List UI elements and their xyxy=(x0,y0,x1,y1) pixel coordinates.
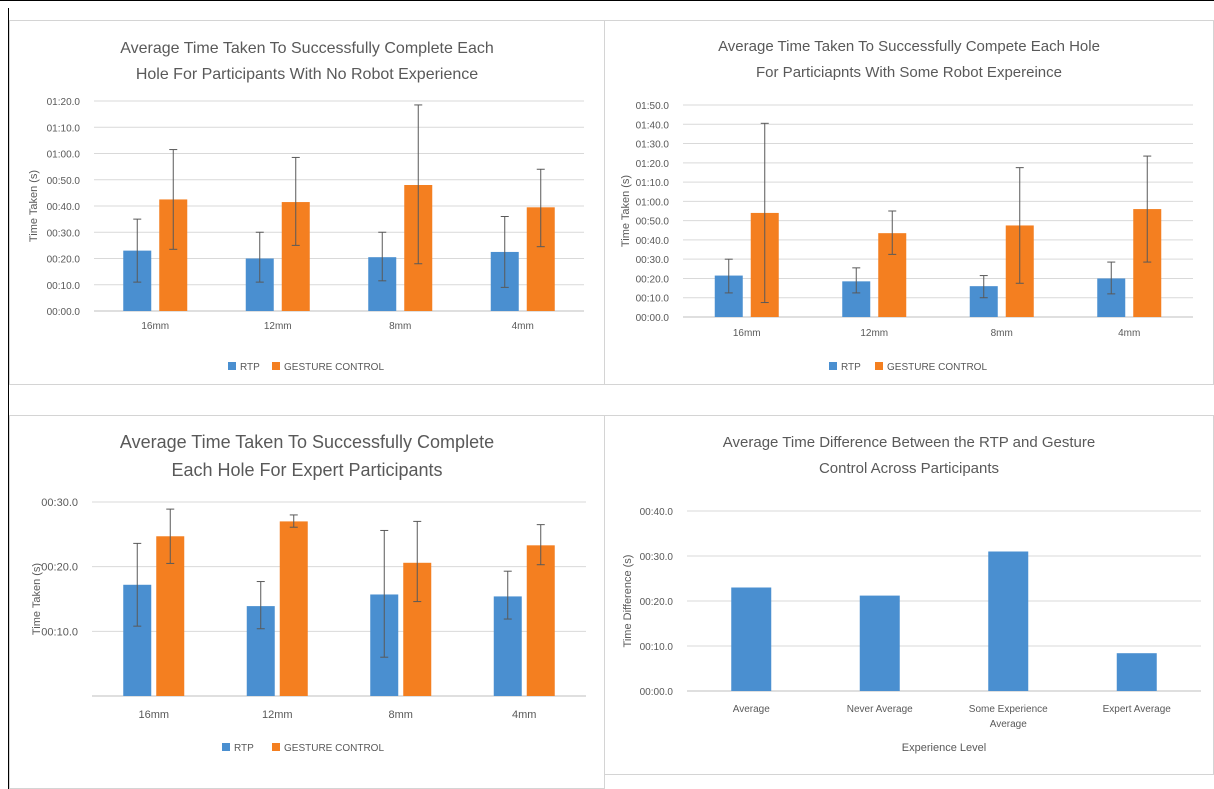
y-tick-label: 00:10.0 xyxy=(636,294,670,305)
y-tick-label: 00:40.0 xyxy=(636,236,670,247)
bar xyxy=(859,595,900,691)
y-tick-label: 01:20.0 xyxy=(47,97,81,108)
chart-panel-time-difference: Average Time Difference Between the RTP … xyxy=(604,415,1214,775)
chart-panel-some-experience: Average Time Taken To Successfully Compe… xyxy=(604,20,1214,385)
chart-title-line: Average Time Difference Between the RTP … xyxy=(723,434,1095,451)
legend-label: RTP xyxy=(240,362,260,373)
bar xyxy=(279,521,308,696)
legend-swatch xyxy=(875,362,883,370)
y-tick-label: 01:20.0 xyxy=(636,159,670,170)
y-tick-label: 00:00.0 xyxy=(47,307,81,318)
x-tick-label: 16mm xyxy=(138,709,169,721)
y-axis-title: Time Difference (s) xyxy=(622,555,634,648)
x-axis-title: Experience Level xyxy=(902,742,986,754)
chart-title-line: Each Hole For Expert Participants xyxy=(171,460,442,480)
x-tick-label: Never Average xyxy=(847,704,913,715)
legend-label: RTP xyxy=(234,743,254,754)
x-tick-label: Some Experience xyxy=(969,704,1048,715)
chart-title-line: For Particiapnts With Some Robot Experei… xyxy=(756,64,1062,81)
y-tick-label: 01:00.0 xyxy=(47,150,81,161)
y-tick-label: 00:30.0 xyxy=(47,228,81,239)
y-tick-label: 00:10.0 xyxy=(41,626,78,638)
chart-some-experience: Average Time Taken To Successfully Compe… xyxy=(620,38,1193,373)
chart-expert: Average Time Taken To Successfully Compl… xyxy=(31,432,586,754)
legend-swatch xyxy=(228,362,236,370)
y-tick-label: 00:20.0 xyxy=(636,274,670,285)
x-tick-label: 4mm xyxy=(512,709,536,721)
x-tick-label: Average xyxy=(733,704,771,715)
y-tick-label: 00:10.0 xyxy=(640,642,674,653)
y-axis-title: Time Taken (s) xyxy=(28,170,40,242)
legend-swatch xyxy=(272,743,280,751)
y-tick-label: 01:10.0 xyxy=(636,178,670,189)
x-tick-label: 16mm xyxy=(141,321,169,332)
frame-left-border xyxy=(8,8,9,789)
y-tick-label: 01:00.0 xyxy=(636,197,670,208)
chart-title-line: Control Across Participants xyxy=(819,460,999,477)
y-tick-label: 00:10.0 xyxy=(47,281,81,292)
bar xyxy=(731,587,772,691)
legend-swatch xyxy=(222,743,230,751)
y-tick-label: 00:00.0 xyxy=(636,313,670,324)
legend-swatch xyxy=(829,362,837,370)
y-tick-label: 00:30.0 xyxy=(640,552,674,563)
chart-title-line: Hole For Participants With No Robot Expe… xyxy=(136,66,478,83)
legend-label: GESTURE CONTROL xyxy=(887,362,987,373)
legend-label: GESTURE CONTROL xyxy=(284,362,384,373)
chart-no-experience: Average Time Taken To Successfully Compl… xyxy=(28,40,584,373)
legend-label: RTP xyxy=(841,362,861,373)
x-tick-label: 16mm xyxy=(733,328,761,339)
y-tick-label: 00:40.0 xyxy=(640,507,674,518)
y-tick-label: 00:20.0 xyxy=(41,562,78,574)
bar xyxy=(1116,653,1157,691)
x-tick-label: 12mm xyxy=(264,321,292,332)
x-tick-label: 8mm xyxy=(389,321,411,332)
y-tick-label: 00:30.0 xyxy=(41,497,78,509)
chart-panel-no-experience: Average Time Taken To Successfully Compl… xyxy=(9,20,605,385)
x-tick-label: 12mm xyxy=(860,328,888,339)
y-tick-label: 00:30.0 xyxy=(636,255,670,266)
x-tick-label: 4mm xyxy=(1118,328,1140,339)
y-tick-label: 00:50.0 xyxy=(47,176,81,187)
bar xyxy=(526,545,555,696)
y-tick-label: 00:00.0 xyxy=(640,687,674,698)
y-axis-title: Time Taken (s) xyxy=(620,175,632,247)
y-tick-label: 01:50.0 xyxy=(636,101,670,112)
legend-swatch xyxy=(272,362,280,370)
x-tick-label: 8mm xyxy=(991,328,1013,339)
y-tick-label: 00:50.0 xyxy=(636,217,670,228)
legend-label: GESTURE CONTROL xyxy=(284,743,384,754)
y-tick-label: 01:40.0 xyxy=(636,120,670,131)
x-tick-label: 8mm xyxy=(389,709,413,721)
y-tick-label: 00:20.0 xyxy=(47,255,81,266)
chart-title-line: Average Time Taken To Successfully Compl… xyxy=(120,40,494,57)
y-tick-label: 00:20.0 xyxy=(640,597,674,608)
y-axis-title: Time Taken (s) xyxy=(31,563,43,635)
x-tick-label: 12mm xyxy=(262,709,293,721)
x-tick-label: Expert Average xyxy=(1103,704,1172,715)
chart-time-difference: Average Time Difference Between the RTP … xyxy=(622,434,1201,754)
y-tick-label: 01:10.0 xyxy=(47,123,81,134)
chart-title-line: Average Time Taken To Successfully Compe… xyxy=(718,38,1100,55)
chart-title-line: Average Time Taken To Successfully Compl… xyxy=(120,432,494,452)
y-tick-label: 01:30.0 xyxy=(636,140,670,151)
x-tick-label: Average xyxy=(990,719,1028,730)
x-tick-label: 4mm xyxy=(512,321,534,332)
frame-top-border xyxy=(0,0,1214,1)
chart-panel-expert: Average Time Taken To Successfully Compl… xyxy=(9,415,605,789)
bar xyxy=(988,551,1029,691)
y-tick-label: 00:40.0 xyxy=(47,202,81,213)
